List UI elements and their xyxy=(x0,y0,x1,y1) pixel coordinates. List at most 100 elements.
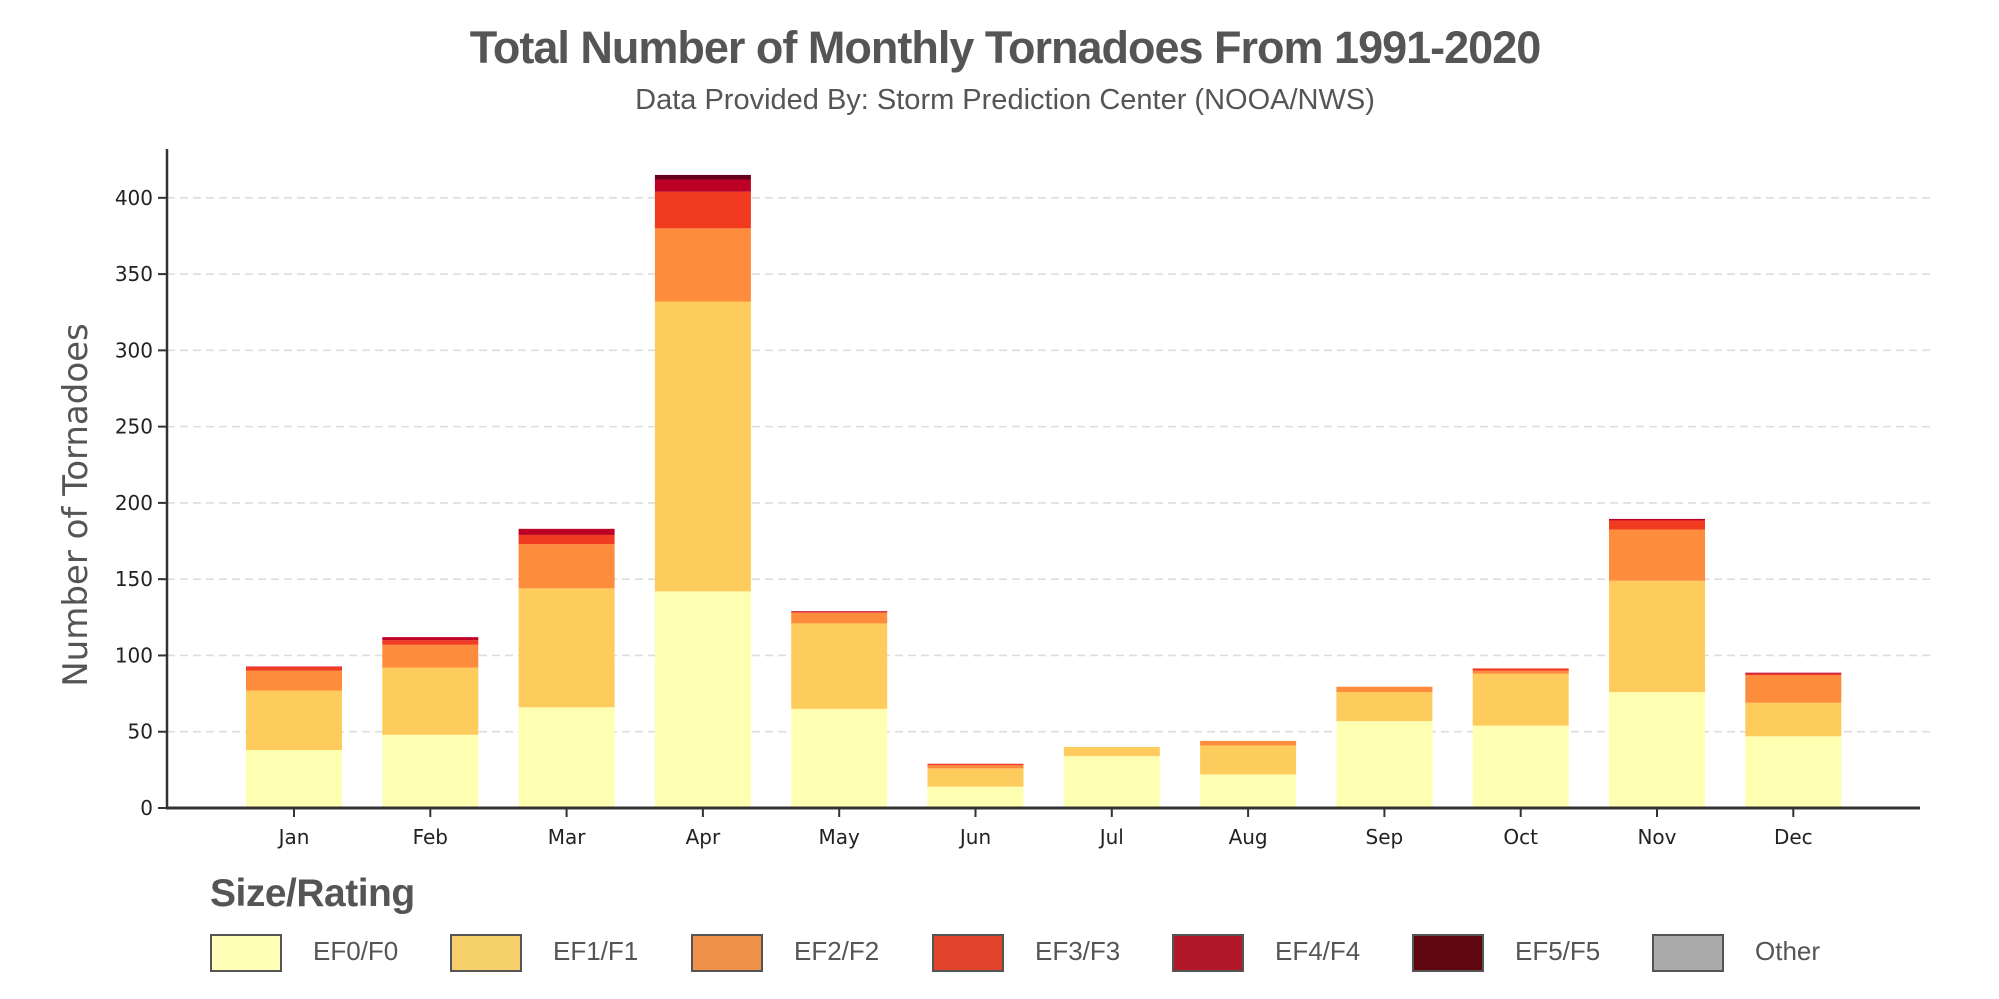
bar-segment-ef1-feb xyxy=(382,667,479,735)
bar-segment-ef4-mar xyxy=(518,528,615,535)
legend-item-ef1: EF1/F1 xyxy=(450,934,690,972)
bar-segment-ef3-nov xyxy=(1609,520,1705,530)
y-tick-label: 400 xyxy=(115,186,153,210)
chart-title: Total Number of Monthly Tornadoes From 1… xyxy=(469,22,1542,73)
x-tick-label: May xyxy=(819,825,861,849)
bar-segment-ef4-dec xyxy=(1745,672,1842,674)
legend-title: Size/Rating xyxy=(210,872,415,915)
legend-item-ef0: EF0/F0 xyxy=(210,934,450,972)
bar-stack-dec xyxy=(1745,672,1842,808)
legend-swatch-ef1 xyxy=(450,934,522,972)
bar-segment-ef3-apr xyxy=(654,191,751,229)
chart-subtitle: Data Provided By: Storm Prediction Cente… xyxy=(635,84,1375,116)
legend-label-other: Other xyxy=(1755,936,1821,966)
x-tick-label: Aug xyxy=(1229,825,1268,849)
bar-segment-ef0-nov xyxy=(1609,692,1705,808)
y-tick-label: 100 xyxy=(115,643,153,667)
bar-segment-ef2-jan xyxy=(246,670,342,691)
bar-segment-ef0-feb xyxy=(382,734,479,808)
bars xyxy=(246,174,1842,808)
bar-segment-ef3-jan xyxy=(246,666,342,671)
legend-item-ef5: EF5/F5 xyxy=(1412,934,1652,972)
legend-swatch-ef3 xyxy=(932,934,1004,972)
legend-item-ef3: EF3/F3 xyxy=(932,934,1172,972)
legend-label-ef5: EF5/F5 xyxy=(1515,936,1601,966)
bar-segment-ef2-sep xyxy=(1336,686,1433,693)
bar-segment-ef0-sep xyxy=(1336,721,1433,808)
legend-swatch-ef4 xyxy=(1172,934,1244,972)
bar-segment-ef3-feb xyxy=(382,640,479,645)
bar-stack-jan xyxy=(246,666,342,808)
y-tick-label: 50 xyxy=(128,720,153,744)
bar-segment-ef0-apr xyxy=(654,591,751,808)
y-ticks: 0 50 100 150 200 250 300 350 400 xyxy=(115,186,167,820)
legend-label-ef3: EF3/F3 xyxy=(1035,936,1121,966)
bar-stack-jul xyxy=(1063,746,1160,808)
bar-segment-ef4-may xyxy=(791,611,888,612)
bar-segment-ef0-dec xyxy=(1745,736,1842,808)
legend-swatch-ef0 xyxy=(210,934,282,972)
bar-segment-ef0-may xyxy=(791,708,888,808)
x-tick-label: Mar xyxy=(548,825,587,849)
y-tick-label: 350 xyxy=(115,262,153,286)
bar-stack-mar xyxy=(518,528,615,808)
bar-segment-ef1-may xyxy=(791,623,888,709)
x-ticks: Jan Feb Mar Apr May Jun Jul Aug Sep Oct Nov Dec xyxy=(277,808,1813,849)
legend-item-ef2: EF2/F2 xyxy=(691,934,931,972)
bar-segment-ef2-may xyxy=(791,612,888,624)
legend-label-ef0: EF0/F0 xyxy=(313,936,399,966)
legend-swatch-ef2 xyxy=(691,934,763,972)
legend-item-other: Other xyxy=(1652,934,1892,972)
bar-segment-ef2-aug xyxy=(1200,740,1297,746)
legend-swatch-other xyxy=(1652,934,1724,972)
bar-segment-ef0-mar xyxy=(518,707,615,808)
bar-segment-ef1-dec xyxy=(1745,702,1842,737)
y-tick-label: 250 xyxy=(115,415,153,439)
bar-segment-ef3-jun xyxy=(927,763,1024,766)
x-tick-label: Oct xyxy=(1503,825,1538,849)
bar-segment-ef0-aug xyxy=(1200,774,1297,808)
x-tick-label: Jun xyxy=(958,825,991,849)
bar-segment-ef2-apr xyxy=(654,228,751,302)
bar-segment-ef1-mar xyxy=(518,588,615,708)
legend-item-ef4: EF4/F4 xyxy=(1172,934,1412,972)
bar-segment-ef1-nov xyxy=(1609,580,1705,693)
y-tick-label: 150 xyxy=(115,567,153,591)
bar-segment-ef0-jul xyxy=(1063,756,1160,808)
bar-segment-ef1-apr xyxy=(654,301,751,592)
legend-swatch-ef5 xyxy=(1412,934,1484,972)
bar-stack-jun xyxy=(927,763,1024,808)
bar-segment-ef1-aug xyxy=(1200,745,1297,775)
bar-segment-ef4-nov xyxy=(1609,518,1705,521)
x-tick-label: Feb xyxy=(413,825,448,849)
bar-segment-ef1-sep xyxy=(1336,692,1433,722)
bar-segment-ef2-nov xyxy=(1609,529,1705,581)
bar-segment-ef1-jan xyxy=(246,690,342,751)
y-tick-label: 300 xyxy=(115,338,153,362)
bar-segment-ef2-feb xyxy=(382,644,479,668)
bar-segment-ef0-jan xyxy=(246,750,342,808)
bar-segment-ef1-oct xyxy=(1472,673,1569,726)
y-tick-label: 200 xyxy=(115,491,153,515)
x-tick-label: Jul xyxy=(1098,825,1124,849)
bar-segment-ef2-jun xyxy=(927,765,1024,769)
bar-stack-oct xyxy=(1472,668,1569,808)
bar-stack-nov xyxy=(1609,518,1705,808)
bar-segment-ef0-jun xyxy=(927,786,1024,808)
stacked-bar-chart: 0 50 100 150 200 250 300 350 400 Jan Feb Mar Apr May… xyxy=(56,149,1933,849)
bar-segment-ef2-dec xyxy=(1745,675,1842,703)
bar-segment-ef3-oct xyxy=(1472,668,1569,671)
x-tick-label: Nov xyxy=(1637,825,1676,849)
legend-label-ef4: EF4/F4 xyxy=(1275,936,1361,966)
bar-segment-ef1-jul xyxy=(1063,746,1160,757)
bar-segment-ef2-mar xyxy=(518,544,615,589)
legend-label-ef1: EF1/F1 xyxy=(553,936,639,966)
y-tick-label: 0 xyxy=(140,796,153,820)
bar-segment-ef5-apr xyxy=(654,174,751,180)
x-tick-label: Apr xyxy=(686,825,721,849)
bar-segment-ef3-dec xyxy=(1745,673,1842,676)
bar-segment-ef2-oct xyxy=(1472,670,1569,674)
bar-segment-ef4-apr xyxy=(654,179,751,192)
axes xyxy=(165,149,1920,810)
bar-segment-ef4-feb xyxy=(382,637,479,641)
